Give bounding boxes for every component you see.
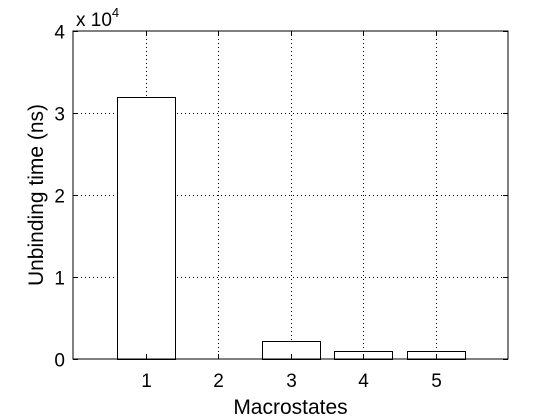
y-tick-labels: 0 1 2 3 4 [54, 23, 65, 372]
y-tick-label: 2 [54, 187, 65, 208]
x-tick-label: 4 [358, 371, 369, 392]
y-tick-label: 3 [54, 105, 65, 126]
x-axis-label: Macrostates [233, 396, 347, 419]
bar-1 [117, 97, 176, 360]
y-tick-label: 4 [54, 23, 65, 44]
y-exponent-power: 4 [112, 5, 119, 20]
x-tick-label: 3 [286, 371, 297, 392]
bars [117, 97, 466, 360]
y-exponent-base: x 10 [76, 10, 112, 31]
y-exponent: x 104 [76, 5, 119, 31]
axis-ticks [73, 31, 508, 360]
y-axis-label: Unbinding time (ns) [25, 104, 48, 286]
y-tick-label: 1 [54, 269, 65, 290]
x-tick-labels: 1 2 3 4 5 [141, 371, 442, 392]
y-tick-label: 0 [54, 351, 65, 372]
x-tick-label: 5 [431, 371, 442, 392]
x-tick-label: 1 [141, 371, 152, 392]
x-tick-label: 2 [213, 371, 224, 392]
